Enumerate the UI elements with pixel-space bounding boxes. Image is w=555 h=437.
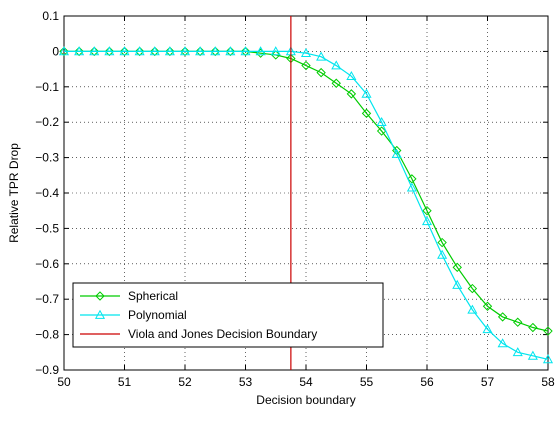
spherical-point bbox=[361, 108, 372, 119]
spherical-point bbox=[74, 46, 84, 57]
spherical-point bbox=[346, 89, 357, 99]
polynomial-point bbox=[149, 46, 160, 56]
y-tick-label: 0 bbox=[52, 44, 59, 58]
legend-label-polynomial: Polynomial bbox=[128, 308, 187, 322]
spherical-point bbox=[513, 317, 523, 327]
spherical-point bbox=[119, 46, 130, 57]
polynomial-point bbox=[482, 324, 493, 334]
spherical-point bbox=[437, 237, 447, 248]
y-tick-label: −0.3 bbox=[35, 151, 59, 165]
y-tick-label: −0.1 bbox=[35, 80, 59, 94]
polynomial-point bbox=[467, 304, 478, 314]
polynomial-point bbox=[512, 347, 523, 357]
spherical-point bbox=[271, 50, 281, 60]
y-axis-label: Relative TPR Drop bbox=[7, 143, 21, 243]
polynomial-point bbox=[346, 70, 357, 81]
polynomial-point bbox=[164, 46, 175, 56]
spherical-point bbox=[497, 312, 508, 322]
legend-marker-polynomial bbox=[94, 309, 106, 319]
polynomial-point bbox=[58, 46, 70, 56]
spherical-point bbox=[301, 60, 311, 71]
legend-box bbox=[72, 282, 384, 348]
polynomial-point bbox=[542, 354, 554, 364]
polynomial-point bbox=[331, 60, 342, 70]
spherical-point bbox=[316, 67, 326, 78]
polynomial-point bbox=[437, 249, 448, 259]
y-tick-label: −0.2 bbox=[35, 115, 59, 129]
polynomial-point bbox=[74, 46, 85, 56]
legend-label-viola-and-jones-decision-boundary: Viola and Jones Decision Boundary bbox=[128, 327, 317, 341]
polynomial-point bbox=[240, 46, 251, 56]
spherical-point bbox=[89, 46, 99, 57]
legend-label-spherical: Spherical bbox=[128, 289, 178, 303]
y-tick-label: 0.1 bbox=[42, 9, 59, 23]
polynomial-point bbox=[270, 46, 281, 56]
spherical-point bbox=[240, 46, 251, 57]
y-tick-label: −0.9 bbox=[35, 363, 59, 377]
polynomial-point bbox=[89, 46, 100, 56]
y-tick-label: −0.8 bbox=[35, 328, 59, 342]
x-tick-label: 54 bbox=[299, 375, 313, 389]
spherical-point bbox=[422, 205, 432, 216]
spherical-point bbox=[331, 78, 341, 88]
spherical-point bbox=[482, 301, 493, 311]
x-tick-label: 52 bbox=[178, 375, 192, 389]
legend: Spherical Polynomial Viola and Jones Decis… bbox=[72, 282, 384, 348]
spherical-point bbox=[543, 326, 553, 336]
y-tick-label: −0.4 bbox=[35, 186, 59, 200]
spherical-point bbox=[104, 46, 115, 57]
polynomial-point bbox=[210, 46, 221, 56]
polynomial-point bbox=[134, 46, 145, 56]
polynomial-point bbox=[195, 46, 206, 56]
spherical-point bbox=[225, 46, 236, 57]
polynomial-point bbox=[452, 279, 463, 289]
x-tick-label: 50 bbox=[57, 375, 71, 389]
polynomial-point bbox=[316, 51, 327, 61]
polynomial-point bbox=[391, 148, 402, 158]
x-tick-label: 51 bbox=[118, 375, 132, 389]
polynomial-point bbox=[527, 350, 538, 360]
x-axis-label: Decision boundary bbox=[256, 393, 355, 407]
series-layer bbox=[58, 16, 554, 370]
y-tick-label: −0.7 bbox=[35, 292, 59, 306]
spherical-point bbox=[376, 126, 387, 136]
x-tick-label: 58 bbox=[541, 375, 555, 389]
polynomial-point bbox=[225, 46, 236, 56]
x-tick-label: 56 bbox=[420, 375, 434, 389]
spherical-point bbox=[180, 46, 190, 57]
polynomial-point bbox=[497, 338, 508, 348]
y-tick-label: −0.5 bbox=[35, 221, 59, 235]
legend-marker-spherical bbox=[95, 291, 105, 301]
polynomial-point bbox=[255, 46, 266, 56]
x-tick-label: 57 bbox=[481, 375, 495, 389]
spherical-point bbox=[134, 46, 145, 57]
y-tick-label: −0.6 bbox=[35, 257, 59, 271]
polynomial-point bbox=[421, 216, 433, 226]
x-tick-label: 55 bbox=[360, 375, 374, 389]
spherical-point bbox=[59, 46, 69, 57]
spherical-point bbox=[467, 283, 478, 294]
polynomial-line bbox=[64, 50, 549, 360]
spherical-point bbox=[452, 262, 462, 273]
polynomial-point bbox=[376, 116, 387, 127]
spherical-point bbox=[150, 46, 160, 57]
spherical-point bbox=[210, 46, 220, 57]
spherical-point bbox=[195, 46, 205, 57]
ticks: 50 51 52 53 54 55 56 57 58 0.1 0 −0.1 −0.2 −0.3 −0.4 −0… bbox=[35, 9, 555, 389]
polynomial-point bbox=[104, 46, 115, 56]
x-tick-label: 53 bbox=[239, 375, 253, 389]
polynomial-point bbox=[361, 88, 372, 98]
spherical-point bbox=[528, 322, 538, 333]
polynomial-point bbox=[119, 46, 130, 56]
polynomial-point bbox=[300, 47, 312, 58]
spherical-point bbox=[165, 46, 175, 57]
polynomial-point bbox=[406, 182, 417, 192]
polynomial-point bbox=[179, 46, 191, 56]
